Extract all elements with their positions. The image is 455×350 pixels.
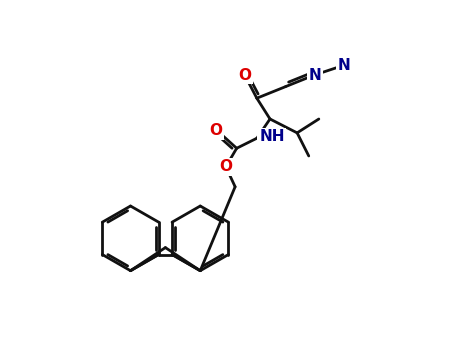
Text: N: N [308, 68, 321, 83]
Text: O: O [239, 68, 252, 83]
Text: O: O [209, 123, 222, 138]
Text: O: O [219, 159, 233, 174]
Text: NH: NH [259, 129, 285, 144]
Text: N: N [337, 58, 350, 72]
